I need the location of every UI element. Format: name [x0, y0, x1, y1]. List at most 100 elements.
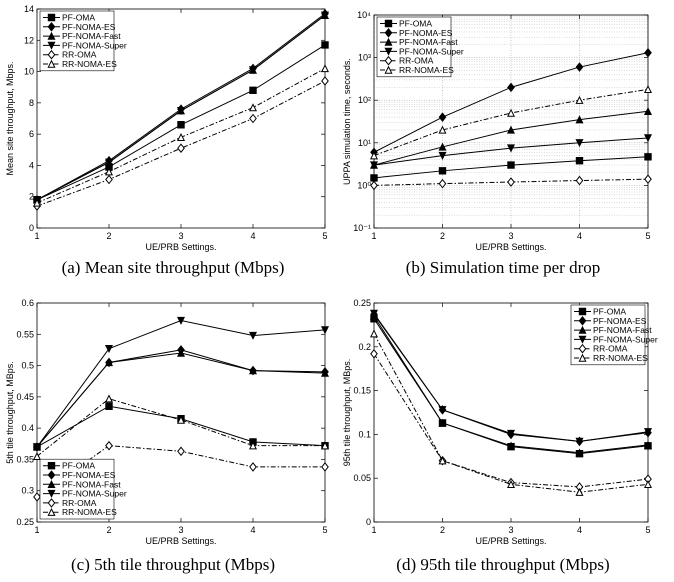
y-tick-label: 10²	[358, 95, 371, 105]
marker	[248, 103, 258, 112]
marker	[369, 151, 379, 160]
series-line	[36, 349, 326, 448]
legend-marker	[578, 307, 587, 316]
legend-label: PF-NOMA-ES	[62, 470, 116, 480]
plot-frame	[373, 14, 649, 229]
series-line	[36, 352, 326, 448]
caption: (c) 5th tile throughput (Mbps)	[71, 555, 275, 574]
x-axis-label: UE/PRB Settings.	[145, 242, 216, 252]
marker	[321, 76, 329, 86]
marker	[104, 344, 114, 353]
marker	[438, 125, 447, 134]
x-tick-label: 3	[178, 525, 183, 535]
marker	[507, 177, 515, 187]
legend-label: PF-OMA	[399, 19, 432, 29]
y-tick-label: 8	[29, 98, 34, 108]
x-tick-label: 5	[645, 231, 650, 241]
legend-label: RR-NOMA-ES	[62, 507, 117, 517]
legend-marker	[47, 49, 56, 60]
y-tick-label: 0.2	[358, 342, 371, 352]
legend-marker	[47, 462, 56, 470]
x-tick-label: 1	[34, 525, 39, 535]
series-line	[36, 320, 326, 448]
x-tick-label: 4	[250, 231, 255, 241]
marker	[438, 406, 447, 415]
marker	[506, 144, 516, 153]
x-axis-label: UE/PRB Settings.	[475, 242, 546, 252]
y-tick-label: 4	[29, 160, 34, 170]
marker	[176, 106, 186, 115]
legend-marker	[384, 55, 393, 66]
marker	[575, 157, 584, 165]
legend-marker	[384, 27, 393, 38]
marker	[506, 125, 516, 134]
legend-label: RR-OMA	[62, 50, 97, 60]
marker	[575, 139, 584, 148]
legend-marker	[578, 325, 587, 334]
marker	[104, 167, 114, 176]
marker	[104, 358, 114, 367]
y-tick-label: 0.25	[353, 298, 371, 308]
y-axis-label: 95th tile throughput, MBps.	[342, 359, 352, 467]
legend-marker	[47, 489, 56, 498]
legend-marker	[47, 41, 56, 50]
marker	[248, 331, 258, 340]
marker	[104, 394, 114, 403]
marker	[104, 158, 114, 167]
marker	[643, 480, 653, 489]
x-tick-label: 4	[577, 525, 582, 535]
marker	[643, 440, 653, 449]
marker	[369, 329, 379, 338]
marker	[105, 402, 113, 410]
marker	[176, 348, 186, 357]
legend-label: PF-OMA	[62, 461, 95, 471]
marker	[248, 66, 258, 75]
y-tick-label: 0.4	[21, 423, 34, 433]
x-axis-label: UE/PRB Settings.	[145, 536, 216, 546]
marker	[249, 86, 257, 95]
y-tick-label: 0.25	[16, 517, 34, 527]
x-tick-label: 3	[508, 231, 513, 241]
marker	[105, 440, 113, 451]
legend-marker	[578, 343, 587, 354]
legend-label: RR-OMA	[593, 344, 628, 354]
marker	[438, 167, 447, 175]
marker	[320, 326, 330, 335]
marker	[370, 180, 378, 191]
marker	[643, 428, 653, 437]
caption: (a) Mean site throughput (Mbps)	[62, 258, 285, 277]
y-tick-label: 10⁰	[357, 180, 371, 190]
legend-label: PF-NOMA-Super	[62, 40, 127, 50]
marker	[438, 456, 447, 465]
marker	[32, 451, 42, 460]
y-tick-label: 0	[366, 517, 371, 527]
y-tick-label: 10³	[358, 53, 371, 63]
y-tick-label: 10⁻¹	[353, 223, 371, 233]
marker	[320, 441, 330, 450]
y-tick-label: 0.3	[21, 486, 34, 496]
y-tick-label: 0.45	[16, 392, 34, 402]
plot-frame	[373, 302, 649, 523]
marker	[248, 441, 258, 450]
marker	[438, 418, 447, 427]
legend-label: PF-NOMA-Super	[593, 334, 658, 344]
legend-label: PF-OMA	[62, 13, 95, 23]
legend-marker	[47, 59, 56, 68]
x-axis-label: UE/PRB Settings.	[475, 536, 546, 546]
y-tick-label: 0.5	[21, 361, 34, 371]
series-line	[373, 353, 649, 488]
legend-marker	[47, 470, 56, 480]
legend-marker	[578, 335, 587, 344]
marker	[176, 415, 186, 424]
x-tick-label: 2	[106, 231, 111, 241]
legend-marker	[47, 498, 56, 508]
legend-label: PF-NOMA-ES	[62, 22, 116, 32]
legend-marker	[47, 479, 56, 488]
legend-label: RR-OMA	[62, 498, 97, 508]
marker	[575, 448, 584, 457]
marker	[177, 121, 185, 129]
legend-label: PF-NOMA-Super	[399, 46, 464, 56]
marker	[438, 151, 447, 160]
y-tick-label: 0.05	[353, 473, 371, 483]
